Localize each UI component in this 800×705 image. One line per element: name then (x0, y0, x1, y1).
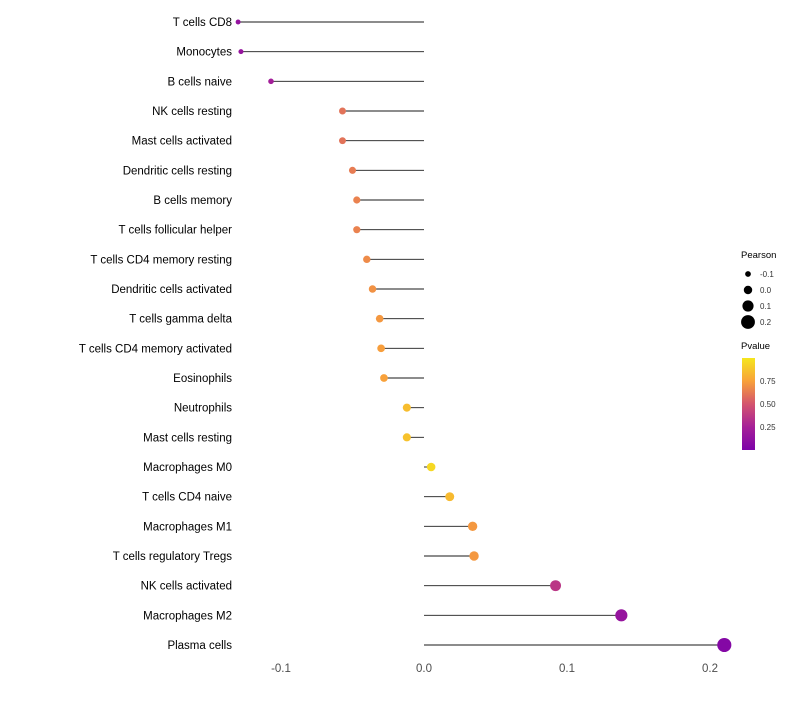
category-label: Eosinophils (173, 373, 232, 385)
lollipop-point (469, 551, 479, 561)
pvalue-tick-label: 0.25 (760, 423, 776, 432)
category-label: B cells memory (153, 195, 232, 207)
x-tick-label: 0.0 (416, 663, 432, 675)
category-label: T cells gamma delta (129, 314, 232, 326)
lollipop-point (368, 285, 377, 293)
lollipop-point (235, 19, 241, 25)
category-label: Mast cells resting (143, 432, 232, 444)
pvalue-gradient-bar (742, 358, 755, 450)
category-label: Neutrophils (174, 403, 232, 415)
category-label: Dendritic cells activated (111, 284, 232, 296)
size-legend-label: -0.1 (760, 270, 774, 279)
category-label: Macrophages M1 (143, 521, 232, 533)
pvalue-color-legend: Pvalue 0.75 0.50 0.25 (741, 341, 776, 450)
category-label: Macrophages M0 (143, 462, 232, 474)
lollipop-point (375, 314, 384, 323)
size-legend-label: 0.2 (760, 318, 772, 327)
size-legend-label: 0.0 (760, 286, 772, 295)
pvalue-tick-label: 0.50 (760, 400, 776, 409)
category-label: Plasma cells (167, 640, 232, 652)
pearson-legend-title: Pearson (741, 250, 776, 261)
size-legend-label: 0.1 (760, 302, 772, 311)
category-label: Macrophages M2 (143, 610, 232, 622)
lollipop-point (339, 107, 346, 115)
lollipop-point (353, 226, 361, 234)
pearson-size-legend: Pearson -0.1 0.0 0.1 0.2 (741, 250, 776, 329)
category-label: T cells CD4 memory activated (79, 343, 232, 355)
lollipop-point (426, 462, 436, 472)
lollipop-point (238, 49, 244, 55)
lollipop-point (380, 374, 388, 382)
size-legend-dot (745, 271, 751, 277)
lollipop-point (402, 403, 411, 412)
lollipop-point (402, 433, 411, 442)
category-label: T cells CD4 memory resting (90, 254, 232, 266)
lollipop-point (363, 255, 371, 264)
category-label: NK cells activated (141, 581, 232, 593)
x-tick-label: 0.1 (559, 663, 575, 675)
lollipop-point (268, 78, 274, 85)
x-tick-label: 0.2 (702, 663, 718, 675)
category-label: T cells regulatory Tregs (113, 551, 233, 563)
lollipop-point (348, 166, 357, 174)
pvalue-legend-title: Pvalue (741, 341, 770, 352)
size-legend-dot (742, 300, 754, 312)
lollipop-point (353, 196, 361, 204)
x-tick-label: -0.1 (271, 663, 291, 675)
category-label: T cells CD8 (173, 17, 232, 29)
category-label: Mast cells activated (132, 136, 232, 148)
lollipop-point (377, 344, 385, 353)
pvalue-tick-label: 0.75 (760, 377, 776, 386)
size-legend-dot (741, 315, 755, 329)
category-label: Dendritic cells resting (123, 165, 232, 177)
lollipop-point (339, 137, 346, 145)
category-label: T cells follicular helper (118, 225, 232, 237)
lollipop-point (467, 521, 478, 532)
size-legend-dot (743, 285, 753, 295)
category-label: NK cells resting (152, 106, 232, 118)
category-label: Monocytes (176, 47, 232, 59)
lollipop-point (445, 492, 455, 502)
category-label: T cells CD4 naive (142, 492, 232, 504)
lollipop-point (615, 609, 628, 622)
lollipop-point (717, 637, 732, 653)
category-label: B cells naive (167, 76, 232, 88)
lollipop-point (550, 580, 562, 592)
